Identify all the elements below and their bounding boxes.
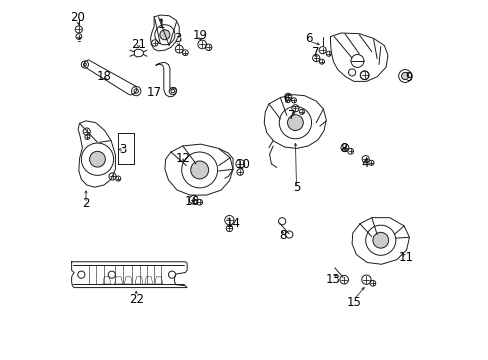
Text: 21: 21: [131, 38, 146, 51]
Text: 17: 17: [146, 86, 162, 99]
Text: 2: 2: [82, 197, 90, 210]
Text: 7: 7: [312, 46, 319, 59]
Circle shape: [160, 30, 169, 40]
Text: 22: 22: [128, 293, 143, 306]
Text: 6: 6: [305, 32, 312, 45]
Text: 1: 1: [157, 18, 165, 31]
Text: 8: 8: [279, 229, 286, 242]
Text: 11: 11: [398, 251, 412, 264]
Text: 3: 3: [174, 32, 182, 45]
Text: 13: 13: [325, 273, 340, 286]
Circle shape: [287, 115, 303, 131]
Text: 7: 7: [287, 109, 295, 122]
Circle shape: [89, 151, 105, 167]
Text: 15: 15: [346, 296, 361, 309]
Text: 19: 19: [192, 29, 207, 42]
Circle shape: [372, 232, 388, 248]
Text: 8: 8: [339, 142, 346, 155]
Text: 18: 18: [96, 69, 111, 82]
Text: 14: 14: [225, 216, 240, 230]
Circle shape: [190, 161, 208, 179]
Text: 4: 4: [360, 157, 367, 170]
Text: 6: 6: [283, 93, 290, 106]
Text: 9: 9: [405, 71, 412, 84]
Text: 5: 5: [292, 181, 300, 194]
Text: 16: 16: [184, 195, 200, 208]
Text: 20: 20: [70, 12, 85, 24]
Text: 3: 3: [119, 143, 126, 156]
Circle shape: [401, 72, 408, 80]
Text: 12: 12: [175, 152, 190, 165]
Text: 10: 10: [235, 158, 250, 171]
